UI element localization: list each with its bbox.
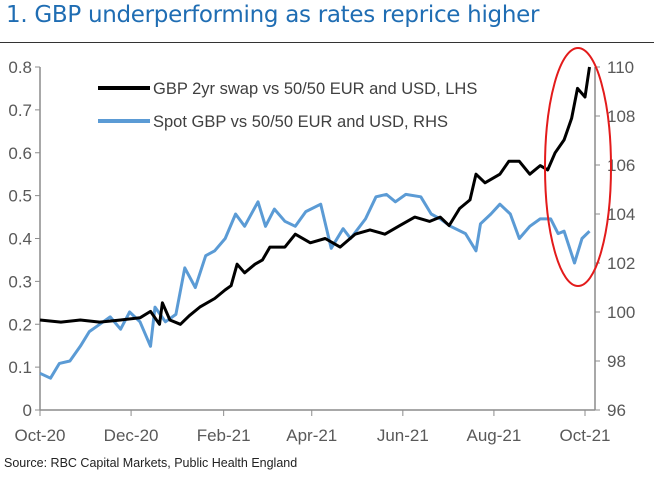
series-line-spot-gbp xyxy=(39,192,591,380)
y-right-tick-label: 100 xyxy=(607,303,635,322)
y-left-tick-label: 0.5 xyxy=(8,187,32,206)
x-tick-label: Aug-21 xyxy=(467,426,522,445)
title-divider xyxy=(0,42,654,43)
x-tick-label: Jun-21 xyxy=(377,426,429,445)
y-left-tick-label: 0.8 xyxy=(8,58,32,77)
y-left-tick-label: 0.4 xyxy=(8,230,32,249)
legend-label: Spot GBP vs 50/50 EUR and USD, RHS xyxy=(153,113,448,131)
y-right-tick-label: 104 xyxy=(607,205,635,224)
y-right-tick-label: 98 xyxy=(607,352,626,371)
source-note: Source: RBC Capital Markets, Public Heal… xyxy=(4,456,298,470)
y-left-tick-label: 0.7 xyxy=(8,101,32,120)
y-left-tick-label: 0.2 xyxy=(8,315,32,334)
y-right-tick-label: 108 xyxy=(607,107,635,126)
y-left-tick-label: 0.3 xyxy=(8,272,32,291)
x-tick-label: Dec-20 xyxy=(104,426,159,445)
y-right-tick-label: 110 xyxy=(607,58,634,77)
y-right-tick-label: 102 xyxy=(607,254,635,273)
y-left-tick-label: 0.6 xyxy=(8,144,32,163)
annotation-ellipse xyxy=(544,47,612,287)
chart-title: 1. GBP underperforming as rates reprice … xyxy=(6,2,540,28)
series-line-gbp-2yr-swap xyxy=(39,66,591,326)
y-left-tick-label: 0.1 xyxy=(8,358,32,377)
x-tick-label: Feb-21 xyxy=(197,426,251,445)
legend-label: GBP 2yr swap vs 50/50 EUR and USD, LHS xyxy=(153,80,477,98)
y-left-tick-label: 0 xyxy=(23,401,32,420)
x-tick-label: Apr-21 xyxy=(286,426,337,445)
x-tick-label: Oct-20 xyxy=(14,426,65,445)
y-right-tick-label: 96 xyxy=(607,401,626,420)
x-tick-label: Oct-21 xyxy=(559,426,610,445)
y-right-tick-label: 106 xyxy=(607,156,635,175)
